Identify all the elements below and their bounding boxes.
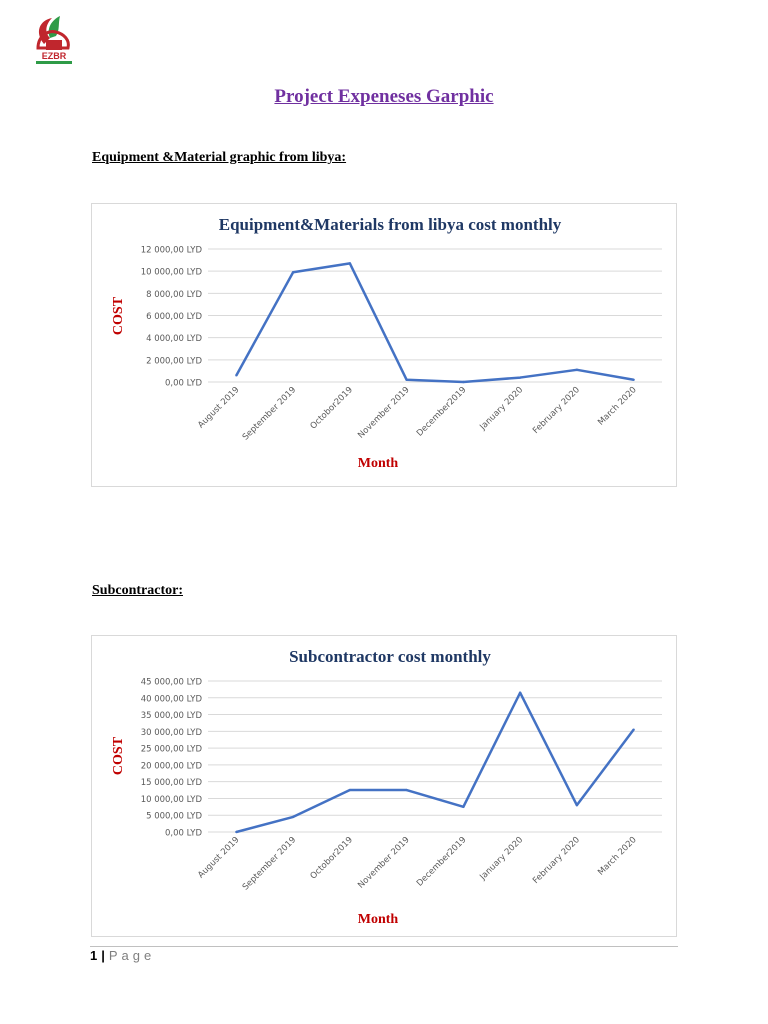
x-tick-label: February 2020 xyxy=(531,835,582,886)
x-tick-label: December2019 xyxy=(415,385,469,439)
chart-title: Subcontractor cost monthly xyxy=(289,647,491,666)
y-tick-label: 12 000,00 LYD xyxy=(141,246,203,256)
page-title: Project Expeneses Garphic xyxy=(274,86,494,107)
x-tick-label: Octobor2019 xyxy=(309,835,355,881)
page-footer: 1 | Page xyxy=(90,948,155,963)
y-tick-label: 0,00 LYD xyxy=(165,379,202,389)
y-tick-label: 15 000,00 LYD xyxy=(141,778,203,788)
y-tick-label: 25 000,00 LYD xyxy=(141,745,203,755)
y-tick-label: 6 000,00 LYD xyxy=(146,312,202,322)
data-point xyxy=(405,788,408,792)
y-tick-label: 10 000,00 LYD xyxy=(141,268,203,278)
chart-subcontractor-svg: Subcontractor cost monthly 0,00 LYD 5 000,… xyxy=(111,647,662,927)
data-point xyxy=(348,788,352,792)
data-point xyxy=(632,378,635,381)
x-tick-label: September 2019 xyxy=(241,385,299,443)
section-heading-equipment: Equipment &Material graphic from libya: xyxy=(92,150,347,165)
data-point xyxy=(291,271,295,274)
x-tick-label: February 2020 xyxy=(531,385,582,436)
x-tick-label: March 2020 xyxy=(596,385,639,428)
x-tick-label: August 2019 xyxy=(196,835,241,880)
y-axis-title: COST xyxy=(111,296,126,335)
chart-subcontractor: Subcontractor cost monthly 0,00 LYD 5 000,… xyxy=(91,635,677,937)
data-point xyxy=(291,815,295,819)
data-point xyxy=(575,368,579,372)
data-point xyxy=(348,262,352,265)
y-tick-label: 10 000,00 LYD xyxy=(141,795,203,805)
y-tick-label: 4 000,00 LYD xyxy=(146,334,202,344)
page-separator: | xyxy=(101,948,105,963)
x-axis-title: Month xyxy=(358,456,399,471)
data-point xyxy=(632,728,635,731)
chart-title: Equipment&Materials from libya cost mont… xyxy=(219,215,562,234)
data-point xyxy=(575,803,579,807)
y-tick-label: 20 000,00 LYD xyxy=(141,761,203,771)
x-axis-title: Month xyxy=(358,912,399,927)
y-tick-label: 5 000,00 LYD xyxy=(146,812,202,822)
x-tick-label: August 2019 xyxy=(196,385,241,430)
y-tick-label: 35 000,00 LYD xyxy=(141,711,203,721)
y-tick-label: 2 000,00 LYD xyxy=(146,356,202,366)
y-tick-label: 30 000,00 LYD xyxy=(141,728,203,738)
x-tick-label: December2019 xyxy=(415,835,469,889)
x-tick-label: January 2020 xyxy=(477,835,525,883)
data-point xyxy=(235,830,238,834)
y-tick-label: 45 000,00 LYD xyxy=(141,678,203,688)
section-heading-subcontractor: Subcontractor: xyxy=(92,583,183,598)
y-axis-title: COST xyxy=(111,736,126,775)
data-point xyxy=(462,805,465,809)
page-number: 1 xyxy=(90,948,98,963)
x-tick-label: November 2019 xyxy=(356,835,412,891)
chart-equipment-svg: Equipment&Materials from libya cost mont… xyxy=(111,215,662,471)
chart-equipment-materials: Equipment&Materials from libya cost mont… xyxy=(91,203,677,487)
company-logo: EZBR xyxy=(36,16,72,64)
data-point xyxy=(518,691,522,694)
series-line xyxy=(236,691,635,834)
y-tick-label: 40 000,00 LYD xyxy=(141,694,203,704)
logo-text: EZBR xyxy=(42,51,67,61)
x-tick-label: March 2020 xyxy=(596,835,639,878)
data-point xyxy=(462,380,465,384)
footer-divider xyxy=(90,946,678,947)
x-tick-label: November 2019 xyxy=(356,385,412,441)
x-tick-label: Octobor2019 xyxy=(309,385,355,431)
page-label: Page xyxy=(108,948,156,963)
y-tick-label: 0,00 LYD xyxy=(165,829,202,839)
data-point xyxy=(518,376,522,379)
data-point xyxy=(235,374,238,377)
data-point xyxy=(405,378,408,381)
series-line xyxy=(235,262,634,384)
x-tick-label: January 2020 xyxy=(477,385,525,433)
x-tick-label: September 2019 xyxy=(241,835,299,893)
y-tick-label: 8 000,00 LYD xyxy=(146,290,202,300)
